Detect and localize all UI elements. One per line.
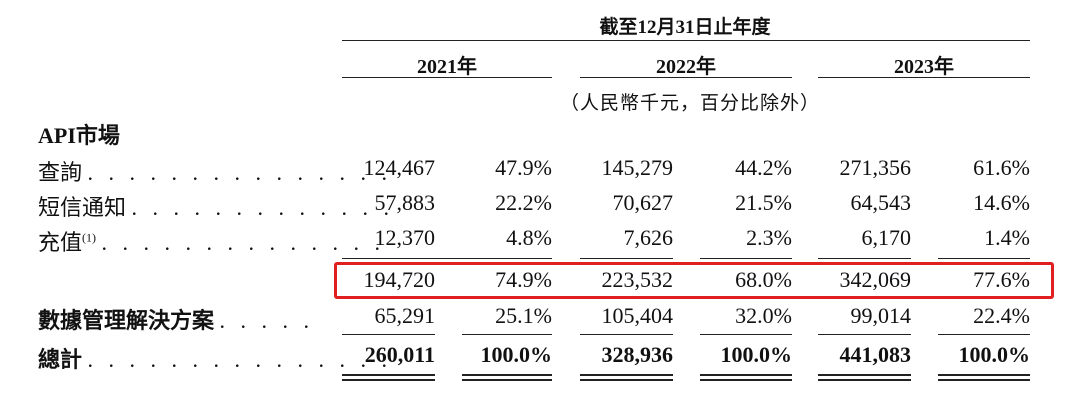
subtotal-rule (580, 258, 673, 259)
total-double-rule (342, 374, 435, 376)
total-rule (700, 334, 792, 335)
cell: 22.4% (973, 303, 1030, 328)
total-double-rule (580, 374, 673, 376)
cell: 271,356 (839, 155, 912, 180)
total-double-rule (818, 379, 911, 381)
cell: 145,279 (601, 155, 674, 180)
subtotal-rule (818, 258, 911, 259)
total-cell: 328,936 (601, 342, 674, 367)
total-rule (462, 334, 552, 335)
total-double-rule (818, 374, 911, 376)
cell: 70,627 (612, 190, 674, 215)
total-double-rule (938, 374, 1030, 376)
row-label-data-management: 數據管理解決方案 . . . . . (38, 303, 314, 335)
total-cell: 441,083 (839, 342, 912, 367)
subtotal-cell: 74.9% (495, 267, 552, 292)
row-label-sms: 短信通知 . . . . . . . . . . . . . (38, 190, 394, 222)
subtotal-rule (700, 258, 792, 259)
total-double-rule (580, 379, 673, 381)
subtotal-rule (342, 258, 552, 259)
row-label-total: 總計 . . . . . . . . . . . . . . . (38, 342, 392, 374)
year-rule-2023 (818, 77, 1030, 78)
row-label-text: 充值 (38, 230, 83, 255)
cell: 57,883 (374, 190, 436, 215)
total-double-rule (700, 379, 792, 381)
total-rule (342, 334, 435, 335)
cell: 44.2% (735, 155, 792, 180)
section-title-api-market: API市場 (38, 123, 120, 148)
subtotal-cell: 223,532 (601, 267, 674, 292)
cell: 1.4% (984, 225, 1030, 250)
total-double-rule (462, 379, 552, 381)
subtotal-cell: 77.6% (973, 267, 1030, 292)
subtotal-cell: 342,069 (839, 267, 912, 292)
row-label-query: 查詢 . . . . . . . . . . . . . . . (38, 155, 392, 187)
cell: 61.6% (973, 155, 1030, 180)
row-leader-dots: . . . . . (219, 308, 315, 333)
row-label-text: 短信通知 (38, 195, 127, 220)
total-double-rule (462, 374, 552, 376)
subtotal-highlight-box (334, 262, 1054, 299)
row-leader-dots: . . . . . . . . . . . . . (131, 195, 395, 220)
cell: 21.5% (735, 190, 792, 215)
total-rule (818, 334, 911, 335)
year-header-2021: 2021年 (417, 56, 477, 78)
cell: 47.9% (495, 155, 552, 180)
total-double-rule (700, 374, 792, 376)
row-label-text: 總計 (38, 347, 83, 372)
period-rule (342, 40, 1030, 41)
cell: 2.3% (746, 225, 792, 250)
cell: 99,014 (850, 303, 912, 328)
cell: 32.0% (735, 303, 792, 328)
cell: 64,543 (850, 190, 912, 215)
subtotal-cell: 68.0% (735, 267, 792, 292)
total-rule (938, 334, 1030, 335)
year-rule-2022 (580, 77, 792, 78)
row-leader-dots: . . . . . . . . . . . . . . (101, 230, 386, 255)
total-cell: 100.0% (958, 342, 1031, 367)
row-label-topup: 充值(1) . . . . . . . . . . . . . . (38, 225, 385, 257)
subtotal-cell: 194,720 (363, 267, 436, 292)
cell: 105,404 (601, 303, 674, 328)
cell: 25.1% (495, 303, 552, 328)
row-leader-dots: . . . . . . . . . . . . . . . (87, 347, 393, 372)
year-rule-2021 (342, 77, 552, 78)
cell: 7,626 (623, 225, 674, 250)
subtotal-rule (938, 258, 1030, 259)
row-label-text: 查詢 (38, 160, 83, 185)
cell: 12,370 (374, 225, 436, 250)
subtotal-rule (462, 258, 552, 259)
year-header-2023: 2023年 (894, 56, 954, 78)
currency-note: （人民幣千元，百分比除外） (559, 93, 820, 114)
total-rule (580, 334, 673, 335)
footnote-marker: (1) (82, 230, 97, 245)
cell: 65,291 (374, 303, 436, 328)
cell: 6,170 (861, 225, 912, 250)
year-header-2022: 2022年 (656, 56, 716, 78)
row-label-text: 數據管理解決方案 (38, 308, 215, 333)
period-header: 截至12月31日止年度 (599, 17, 771, 38)
total-cell: 260,011 (364, 342, 435, 367)
total-double-rule (342, 379, 435, 381)
total-cell: 100.0% (720, 342, 793, 367)
total-double-rule (938, 379, 1030, 381)
cell: 22.2% (495, 190, 552, 215)
row-leader-dots: . . . . . . . . . . . . . . . (87, 160, 393, 185)
cell: 4.8% (506, 225, 552, 250)
total-cell: 100.0% (480, 342, 553, 367)
cell: 124,467 (363, 155, 436, 180)
cell: 14.6% (973, 190, 1030, 215)
